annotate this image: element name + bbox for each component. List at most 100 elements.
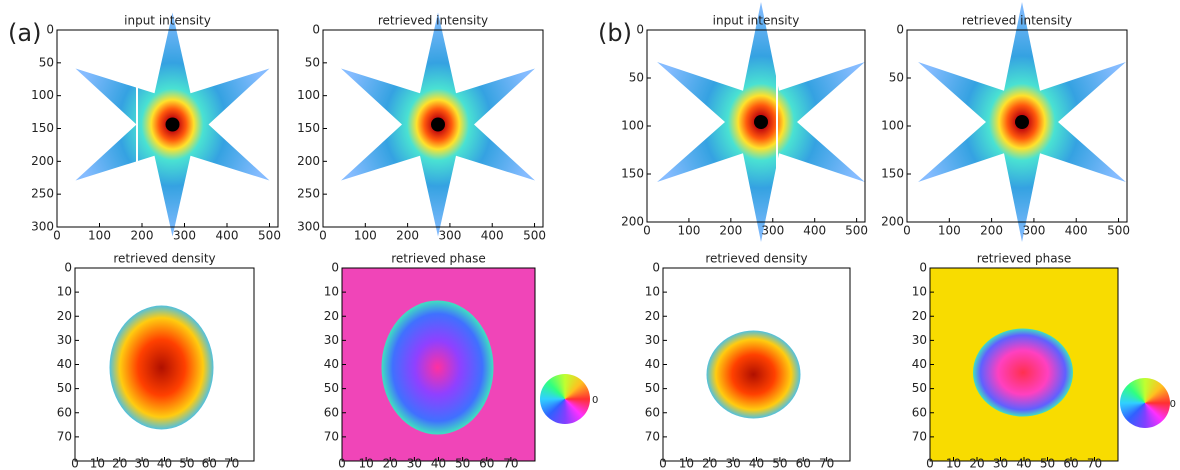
y-tick-label: 20 xyxy=(57,309,72,323)
intensity-core xyxy=(754,115,768,129)
x-tick-label: 400 xyxy=(803,224,826,238)
x-tick-label: 60 xyxy=(202,457,217,470)
x-tick-label: 70 xyxy=(1087,457,1102,470)
y-tick-label: 0 xyxy=(46,23,54,37)
x-tick-label: 0 xyxy=(903,224,911,238)
y-tick-label: 50 xyxy=(305,55,320,69)
x-tick-label: 60 xyxy=(479,457,494,470)
y-tick-label: 30 xyxy=(324,333,339,347)
x-tick-label: 100 xyxy=(938,224,961,238)
y-tick-label: 10 xyxy=(57,285,72,299)
y-tick-label: 0 xyxy=(312,23,320,37)
x-tick-label: 50 xyxy=(1040,457,1055,470)
y-tick-label: 300 xyxy=(297,220,320,234)
x-tick-label: 300 xyxy=(173,229,196,243)
plot-title: retrieved phase xyxy=(977,252,1072,266)
x-tick-label: 400 xyxy=(1065,224,1088,238)
y-tick-label: 70 xyxy=(645,429,660,443)
y-tick-label: 0 xyxy=(896,23,904,37)
x-tick-label: 30 xyxy=(725,457,740,470)
y-tick-label: 60 xyxy=(912,405,927,419)
y-tick-label: 20 xyxy=(645,309,660,323)
intensity-core xyxy=(1015,115,1029,129)
x-tick-label: 30 xyxy=(134,457,149,470)
y-tick-label: 100 xyxy=(621,119,644,133)
y-tick-label: 100 xyxy=(881,119,904,133)
x-tick-label: 0 xyxy=(926,457,934,470)
color-wheel xyxy=(1120,378,1170,428)
x-tick-label: 400 xyxy=(216,229,239,243)
x-tick-label: 10 xyxy=(358,457,373,470)
y-tick-label: 20 xyxy=(912,309,927,323)
x-tick-label: 20 xyxy=(969,457,984,470)
panel-label: (a) xyxy=(8,19,41,47)
y-tick-label: 60 xyxy=(57,405,72,419)
plot-title: input intensity xyxy=(713,14,800,28)
y-tick-label: 150 xyxy=(621,167,644,181)
plot-title: input intensity xyxy=(124,14,211,28)
x-tick-label: 40 xyxy=(1016,457,1031,470)
x-tick-label: 20 xyxy=(383,457,398,470)
y-tick-label: 70 xyxy=(324,429,339,443)
x-tick-label: 500 xyxy=(845,224,868,238)
plot-title: retrieved intensity xyxy=(962,14,1072,28)
x-tick-label: 60 xyxy=(1063,457,1078,470)
y-tick-label: 70 xyxy=(57,429,72,443)
x-tick-label: 400 xyxy=(481,229,504,243)
x-tick-label: 40 xyxy=(157,457,172,470)
x-tick-label: 300 xyxy=(438,229,461,243)
y-tick-label: 30 xyxy=(912,333,927,347)
x-tick-label: 100 xyxy=(88,229,111,243)
x-tick-label: 0 xyxy=(338,457,346,470)
plot-title: retrieved intensity xyxy=(378,14,488,28)
y-tick-label: 10 xyxy=(324,285,339,299)
x-tick-label: 50 xyxy=(772,457,787,470)
x-tick-label: 100 xyxy=(354,229,377,243)
x-tick-label: 200 xyxy=(719,224,742,238)
x-tick-label: 0 xyxy=(659,457,667,470)
x-tick-label: 60 xyxy=(796,457,811,470)
x-tick-label: 500 xyxy=(523,229,546,243)
y-tick-label: 300 xyxy=(31,220,54,234)
y-tick-label: 200 xyxy=(621,215,644,229)
color-wheel xyxy=(540,374,590,424)
x-tick-label: 20 xyxy=(702,457,717,470)
y-tick-label: 50 xyxy=(324,381,339,395)
x-tick-label: 50 xyxy=(455,457,470,470)
x-tick-label: 10 xyxy=(90,457,105,470)
x-tick-label: 100 xyxy=(677,224,700,238)
y-tick-label: 100 xyxy=(31,88,54,102)
y-tick-label: 0 xyxy=(652,261,660,275)
y-tick-label: 0 xyxy=(919,261,927,275)
y-tick-label: 30 xyxy=(645,333,660,347)
y-tick-label: 50 xyxy=(912,381,927,395)
y-tick-label: 0 xyxy=(64,261,72,275)
panel-label: (b) xyxy=(598,19,632,47)
y-tick-label: 40 xyxy=(57,357,72,371)
x-tick-label: 0 xyxy=(71,457,79,470)
y-tick-label: 150 xyxy=(297,121,320,135)
x-tick-label: 200 xyxy=(396,229,419,243)
y-tick-label: 200 xyxy=(297,154,320,168)
y-tick-label: 40 xyxy=(324,357,339,371)
y-tick-label: 200 xyxy=(881,215,904,229)
y-tick-label: 20 xyxy=(324,309,339,323)
y-tick-label: 30 xyxy=(57,333,72,347)
x-tick-label: 20 xyxy=(112,457,127,470)
y-tick-label: 40 xyxy=(912,357,927,371)
wheel-label: 0 xyxy=(592,395,598,406)
y-tick-label: 200 xyxy=(31,154,54,168)
y-tick-label: 60 xyxy=(324,405,339,419)
x-tick-label: 30 xyxy=(993,457,1008,470)
y-tick-label: 50 xyxy=(629,71,644,85)
y-tick-label: 150 xyxy=(881,167,904,181)
x-tick-label: 40 xyxy=(431,457,446,470)
x-tick-label: 70 xyxy=(819,457,834,470)
y-tick-label: 50 xyxy=(889,71,904,85)
x-tick-label: 300 xyxy=(1022,224,1045,238)
x-tick-label: 200 xyxy=(980,224,1003,238)
phase-image xyxy=(973,328,1073,417)
x-tick-label: 10 xyxy=(946,457,961,470)
